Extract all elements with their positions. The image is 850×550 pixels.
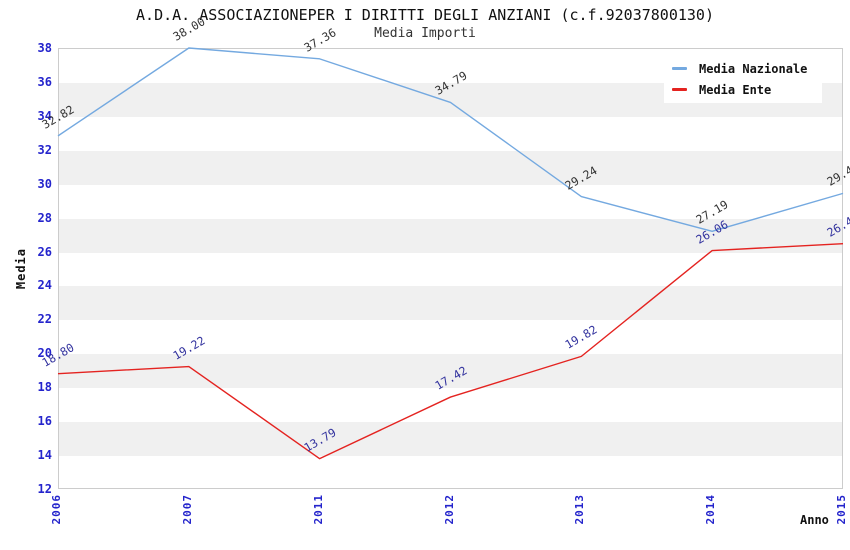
plot-band <box>59 422 842 457</box>
plot-area <box>58 48 843 489</box>
y-tick: 26 <box>37 244 52 259</box>
y-tick: 18 <box>37 380 52 395</box>
y-tick: 38 <box>37 41 52 55</box>
chart-title: A.D.A. ASSOCIAZIONEPER I DIRITTI DEGLI A… <box>136 6 714 24</box>
x-tick: 2007 <box>180 494 194 525</box>
plot-band <box>59 117 842 151</box>
chart-subtitle: Media Importi <box>374 26 476 41</box>
legend-label-nazionale: Media Nazionale <box>699 61 808 76</box>
plot-band <box>59 388 842 422</box>
legend-item-media-nazionale: Media Nazionale <box>672 58 822 79</box>
y-tick: 22 <box>37 312 52 327</box>
y-tick: 14 <box>37 448 52 463</box>
plot-band <box>59 456 842 490</box>
legend-label-ente: Media Ente <box>699 82 772 97</box>
x-tick: 2011 <box>311 494 325 525</box>
legend-item-media-ente: Media Ente <box>672 79 822 100</box>
line-swatch-ente-icon <box>672 88 687 91</box>
x-tick: 2006 <box>50 494 63 525</box>
line-swatch-nazionale-icon <box>672 67 687 70</box>
y-tick: 28 <box>37 210 52 225</box>
y-tick: 20 <box>37 346 52 361</box>
x-tick: 2015 <box>835 494 848 525</box>
plot-band <box>59 253 842 287</box>
x-tick: 2013 <box>573 494 587 525</box>
y-tick: 24 <box>37 278 52 293</box>
y-tick: 32 <box>37 142 52 157</box>
plot-band <box>59 150 842 185</box>
y-tick: 36 <box>37 74 52 89</box>
legend: Media Nazionale Media Ente <box>664 55 822 103</box>
y-tick: 30 <box>37 176 52 191</box>
x-tick: 2014 <box>704 494 718 525</box>
plot-band <box>59 286 842 321</box>
y-tick: 12 <box>37 482 52 496</box>
y-tick: 34 <box>37 108 52 123</box>
x-axis-label: Anno <box>800 513 829 527</box>
x-tick: 2012 <box>442 494 456 525</box>
y-tick: 16 <box>37 414 52 429</box>
